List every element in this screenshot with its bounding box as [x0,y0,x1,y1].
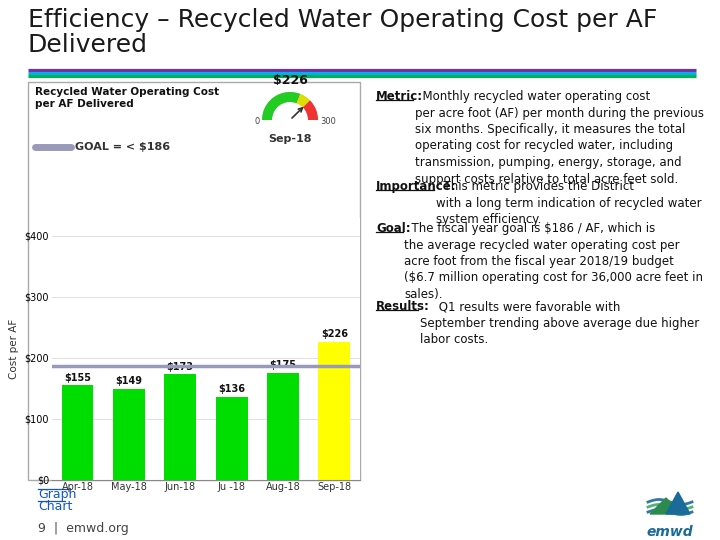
Text: per AF Delivered: per AF Delivered [35,99,134,109]
Text: $155: $155 [64,373,91,383]
Text: Graph: Graph [38,488,76,501]
Polygon shape [650,498,682,514]
Text: $136: $136 [218,384,245,394]
Bar [28,82,360,480]
Text: 0: 0 [255,117,260,125]
Y-axis label: Cost per AF: Cost per AF [9,319,19,379]
Text: Recycled Water Operating Cost: Recycled Water Operating Cost [35,87,219,97]
Bar [62,385,94,480]
Text: Monthly recycled water operating cost
per acre foot (AF) per month during the pr: Monthly recycled water operating cost pe… [415,90,704,186]
Bar [216,397,248,480]
Text: The fiscal year goal is $186 / AF, which is
the average recycled water operating: The fiscal year goal is $186 / AF, which… [405,222,703,301]
Text: This metric provides the District
with a long term indication of recycled water
: This metric provides the District with a… [436,180,702,226]
Wedge shape [297,94,310,107]
Text: Delivered: Delivered [28,33,148,57]
Wedge shape [303,100,318,120]
Bar [113,389,145,480]
Text: Sep-18: Sep-18 [269,134,312,144]
Text: $149: $149 [115,376,143,386]
Polygon shape [666,492,690,514]
Bar [267,373,299,480]
Text: Metric:: Metric: [376,90,423,103]
Text: $226: $226 [273,74,307,87]
Text: $173: $173 [167,362,194,372]
Text: Results:: Results: [376,300,430,313]
Text: Efficiency – Recycled Water Operating Cost per AF: Efficiency – Recycled Water Operating Co… [28,8,657,32]
Text: 300: 300 [320,117,336,125]
Text: Q1 results were favorable with
September trending above average due higher
labor: Q1 results were favorable with September… [420,300,700,346]
Bar [164,374,196,480]
Text: $226: $226 [321,329,348,340]
Text: Importance:: Importance: [376,180,456,193]
Text: emwd: emwd [647,525,693,539]
Text: $175: $175 [269,361,297,370]
Text: Goal:: Goal: [376,222,410,235]
Wedge shape [262,92,300,120]
Text: GOAL = < $186: GOAL = < $186 [75,142,170,152]
Bar [318,342,350,480]
Text: Chart: Chart [38,500,73,513]
Text: 9  |  emwd.org: 9 | emwd.org [38,522,129,535]
Wedge shape [262,92,318,120]
